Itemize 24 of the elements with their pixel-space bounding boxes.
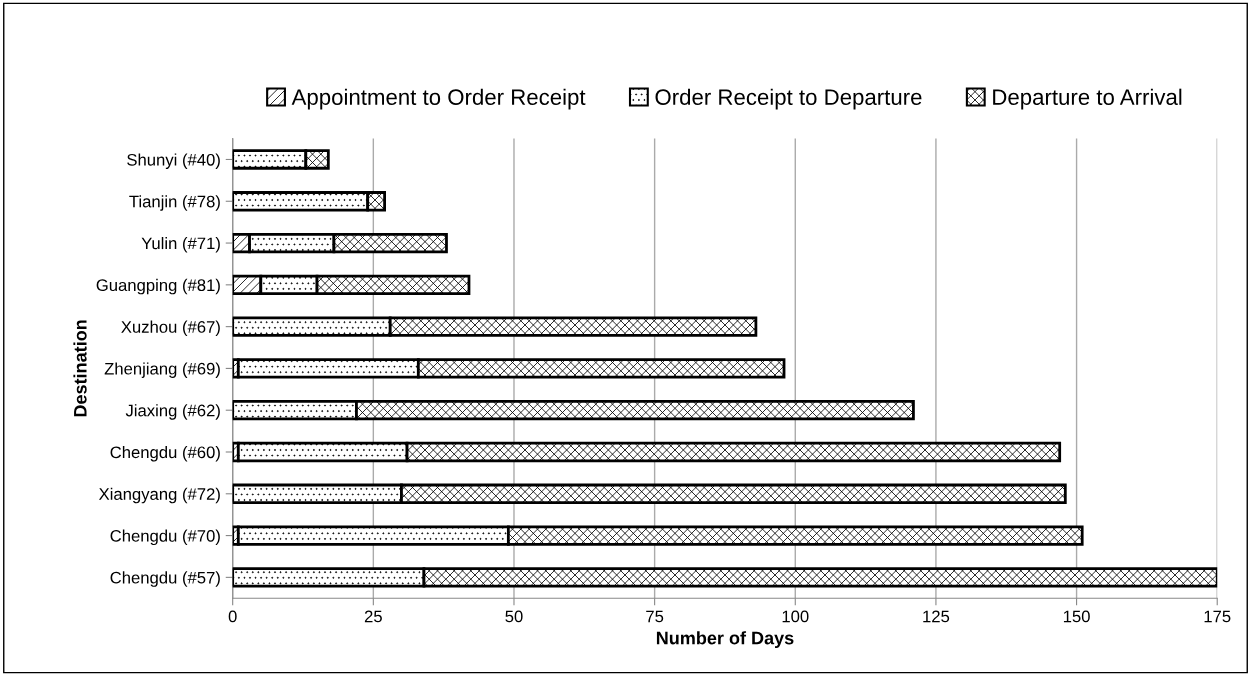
x-tick-label: 125 xyxy=(923,610,950,623)
y-tick-label: Xiangyang (#72) xyxy=(98,487,220,504)
x-tick-label: 0 xyxy=(228,610,237,623)
y-tick-label: Zhenjiang (#69) xyxy=(104,362,220,378)
x-tick-label: 25 xyxy=(364,610,382,623)
x-tick-label: 75 xyxy=(646,610,664,623)
x-tick-label: 100 xyxy=(782,610,809,623)
y-tick-label: Chengdu (#60) xyxy=(110,445,220,462)
y-tick-label: Shunyi (#40) xyxy=(127,153,220,169)
x-axis-title: Number of Days xyxy=(656,631,794,648)
y-tick-label: Xuzhou (#67) xyxy=(121,320,220,337)
y-tick-label: Jiaxing (#62) xyxy=(125,404,220,420)
y-axis-title: Destination xyxy=(73,320,87,417)
legend-label: Order Receipt to Departure xyxy=(655,88,922,110)
y-tick-label: Tianjin (#78) xyxy=(129,195,220,211)
y-tick-label: Guangping (#81) xyxy=(96,278,220,295)
legend-label: Appointment to Order Receipt xyxy=(291,88,586,110)
x-tick-label: 150 xyxy=(1063,610,1090,623)
legend-label: Departure to Arrival xyxy=(993,88,1182,110)
y-tick-label: Chengdu (#70) xyxy=(110,529,220,546)
x-tick-label: 50 xyxy=(505,610,523,623)
y-tick-label: Chengdu (#57) xyxy=(110,571,220,587)
y-tick-label: Yulin (#71) xyxy=(141,237,220,253)
x-tick-label: 175 xyxy=(1204,610,1231,623)
